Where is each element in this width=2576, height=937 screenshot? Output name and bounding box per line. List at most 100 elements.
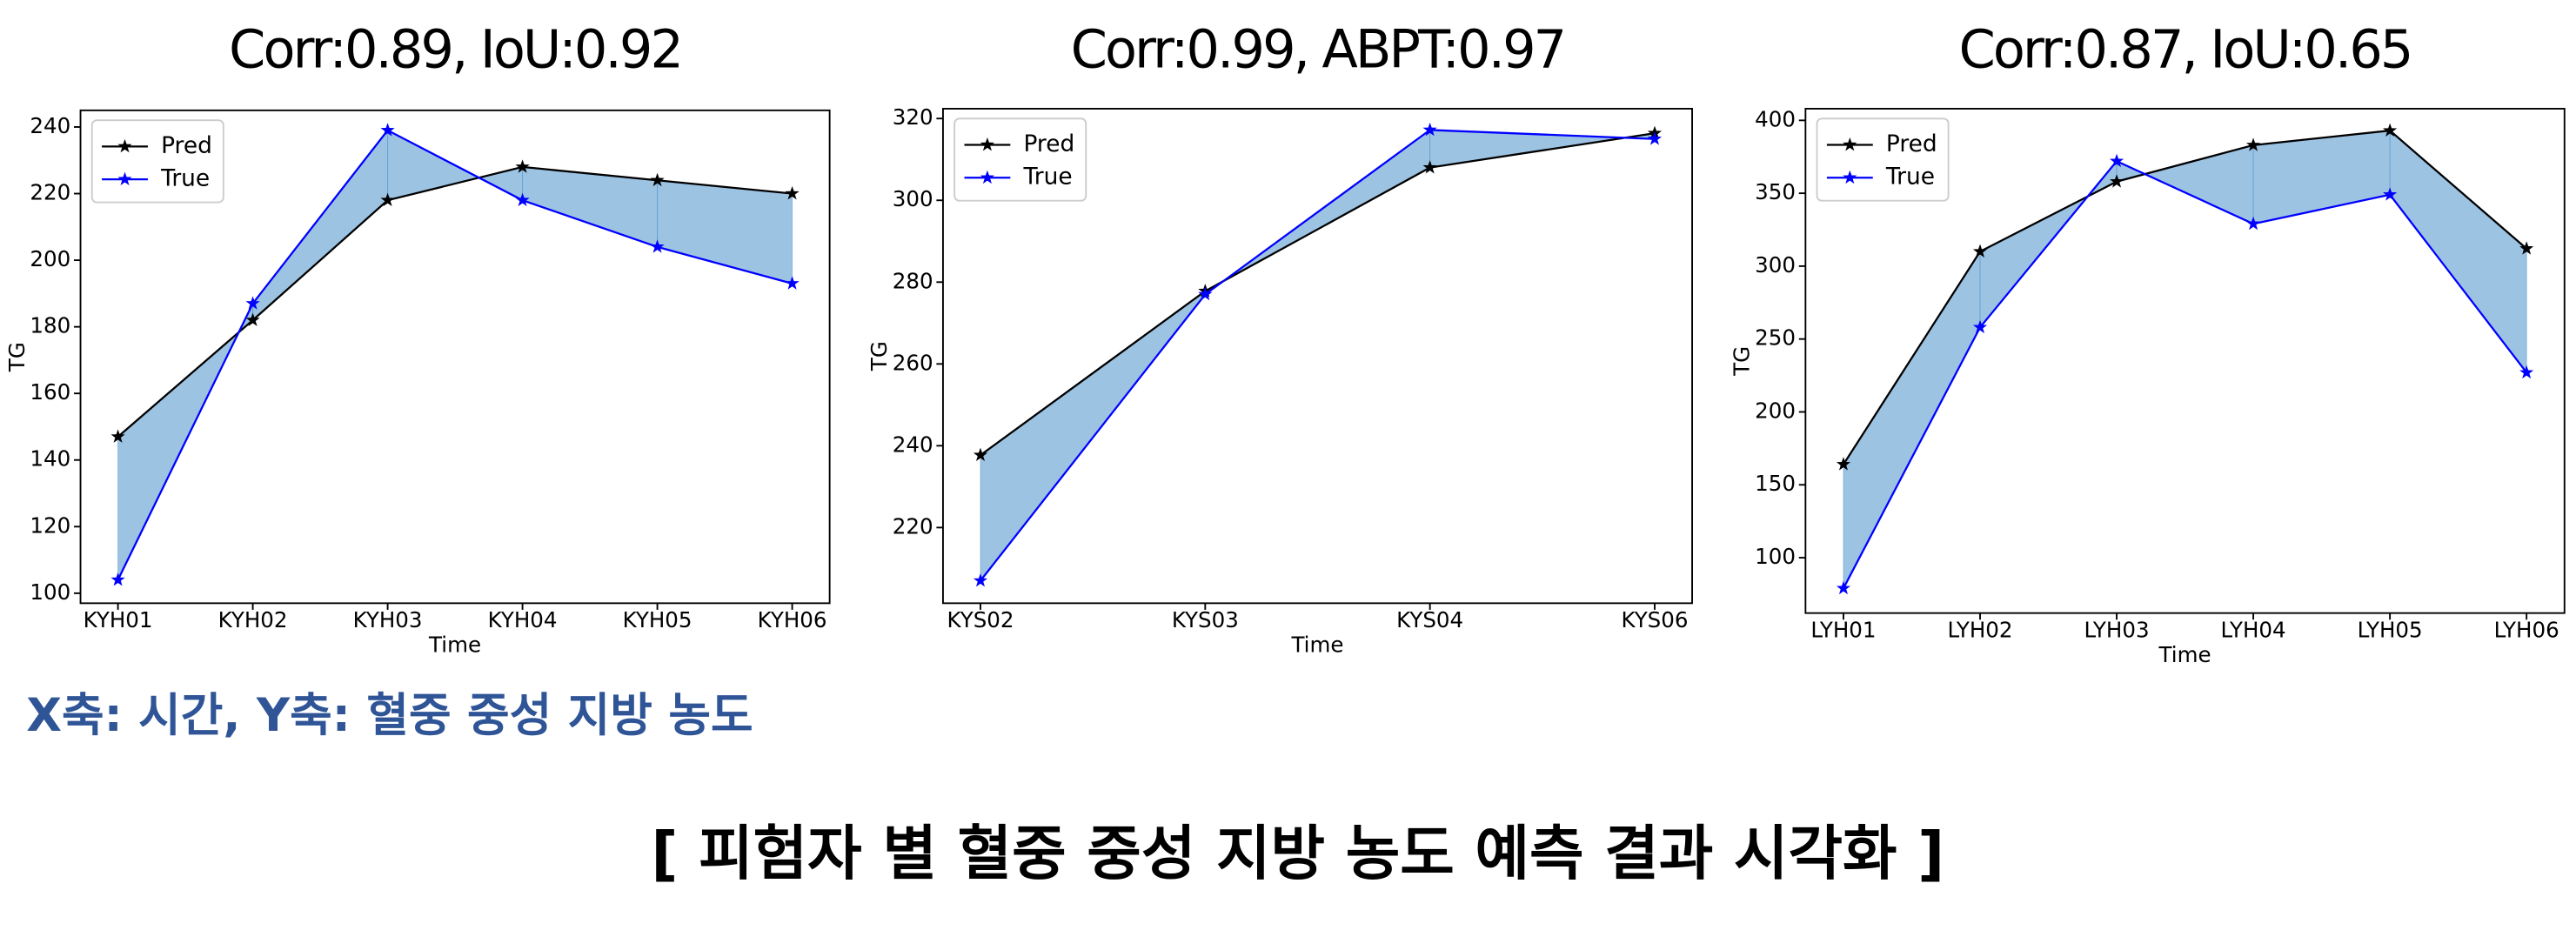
y-tick-label: 200 bbox=[30, 246, 70, 271]
marker bbox=[973, 447, 988, 462]
y-tick-label: 260 bbox=[893, 350, 933, 375]
marker bbox=[2383, 123, 2398, 137]
legend-marker bbox=[1843, 170, 1857, 184]
marker bbox=[2109, 153, 2124, 168]
legend-marker bbox=[980, 137, 995, 151]
chart-title: Corr:0.89, IoU:0.92 bbox=[229, 19, 681, 80]
marker bbox=[650, 239, 665, 253]
marker bbox=[785, 186, 800, 200]
marker bbox=[380, 123, 395, 137]
legend-marker bbox=[980, 170, 995, 184]
y-tick-label: 300 bbox=[893, 186, 933, 211]
marker bbox=[380, 192, 395, 207]
y-tick-label: 100 bbox=[1755, 544, 1796, 569]
marker bbox=[1972, 244, 1988, 258]
marker bbox=[1647, 131, 1663, 145]
y-tick-label: 320 bbox=[893, 104, 933, 130]
x-axis-label: Time bbox=[1290, 632, 1343, 657]
legend-marker bbox=[117, 138, 132, 153]
marker bbox=[1836, 580, 1851, 595]
marker bbox=[515, 159, 530, 173]
y-tick-label: 280 bbox=[893, 268, 933, 293]
caption: [ 피험자 별 혈중 중성 지방 농도 예측 결과 시각화 ] bbox=[651, 820, 1944, 889]
chart-title: Corr:0.99, ABPT:0.97 bbox=[1071, 19, 1565, 80]
x-tick-label: KYH01 bbox=[84, 607, 153, 632]
x-tick-label: LYH02 bbox=[1947, 617, 2012, 642]
series-line bbox=[980, 132, 1656, 457]
x-tick-label: KYH06 bbox=[758, 607, 827, 632]
y-tick-label: 120 bbox=[30, 512, 70, 538]
y-tick-label: 200 bbox=[1755, 398, 1796, 423]
y-tick-label: 160 bbox=[30, 379, 70, 405]
legend-label: Pred bbox=[1023, 131, 1074, 157]
x-tick-label: KYS04 bbox=[1396, 607, 1463, 632]
y-tick-label: 300 bbox=[1755, 252, 1796, 278]
y-tick-label: 400 bbox=[1755, 106, 1796, 131]
legend-label: True bbox=[1885, 164, 1935, 191]
marker bbox=[245, 312, 260, 326]
marker bbox=[785, 276, 800, 290]
y-axis-label: TG bbox=[866, 341, 892, 371]
x-tick-label: LYH03 bbox=[2084, 617, 2150, 642]
y-tick-label: 140 bbox=[30, 446, 70, 472]
y-axis-label: TG bbox=[1730, 346, 1755, 377]
marker bbox=[2245, 216, 2261, 231]
x-tick-label: LYH06 bbox=[2494, 617, 2559, 642]
marker bbox=[1972, 319, 1988, 334]
plot-frame bbox=[1804, 107, 2566, 614]
y-tick-label: 220 bbox=[893, 513, 933, 539]
x-axis-label: Time bbox=[428, 632, 481, 657]
legend-label: True bbox=[160, 165, 210, 192]
series-line bbox=[1842, 159, 2528, 589]
x-tick-label: LYH01 bbox=[1810, 617, 1876, 642]
marker bbox=[1198, 286, 1213, 301]
series-line bbox=[1843, 129, 2527, 465]
marker bbox=[650, 172, 665, 187]
y-axis-label: TG bbox=[4, 342, 30, 372]
x-tick-label: KYS06 bbox=[1621, 607, 1688, 632]
series-line bbox=[117, 165, 793, 438]
legend-marker bbox=[1843, 137, 1857, 151]
y-tick-label: 100 bbox=[30, 579, 70, 605]
legend-label: Pred bbox=[161, 132, 212, 159]
marker bbox=[1422, 122, 1437, 137]
marker bbox=[2383, 187, 2398, 201]
x-tick-label: LYH04 bbox=[2221, 617, 2286, 642]
y-tick-label: 350 bbox=[1755, 179, 1796, 204]
legend-label: Pred bbox=[1886, 131, 1937, 157]
y-tick-label: 180 bbox=[30, 313, 70, 338]
legend-label: True bbox=[1022, 164, 1072, 191]
chart-title: Corr:0.87, IoU:0.65 bbox=[1959, 19, 2412, 80]
x-tick-label: KYS02 bbox=[947, 607, 1014, 632]
y-tick-label: 250 bbox=[1755, 325, 1796, 351]
x-tick-label: KYH03 bbox=[353, 607, 423, 632]
marker bbox=[2519, 365, 2534, 379]
marker bbox=[110, 429, 125, 443]
marker bbox=[245, 296, 260, 310]
x-tick-label: KYH04 bbox=[488, 607, 558, 632]
marker bbox=[1422, 160, 1437, 174]
y-tick-label: 220 bbox=[30, 180, 70, 205]
y-tick-label: 150 bbox=[1755, 471, 1796, 496]
plot-frame bbox=[941, 107, 1693, 605]
legend-marker bbox=[117, 171, 132, 186]
y-tick-label: 240 bbox=[30, 113, 70, 138]
marker bbox=[110, 572, 125, 586]
plot-frame bbox=[79, 109, 831, 605]
series-line bbox=[117, 129, 793, 581]
x-axis-label: Time bbox=[2158, 642, 2211, 667]
marker bbox=[515, 192, 530, 207]
marker bbox=[2109, 174, 2124, 188]
x-tick-label: KYS03 bbox=[1172, 607, 1239, 632]
x-tick-label: KYH05 bbox=[623, 607, 693, 632]
y-tick-label: 240 bbox=[893, 432, 933, 457]
x-tick-label: KYH02 bbox=[218, 607, 288, 632]
marker bbox=[1836, 457, 1851, 471]
axis-note: X축: 시간, Y축: 혈중 중성 지방 농도 bbox=[26, 689, 753, 742]
series-line bbox=[980, 129, 1656, 582]
marker bbox=[2519, 241, 2534, 255]
marker bbox=[2245, 137, 2261, 151]
marker bbox=[973, 572, 988, 587]
